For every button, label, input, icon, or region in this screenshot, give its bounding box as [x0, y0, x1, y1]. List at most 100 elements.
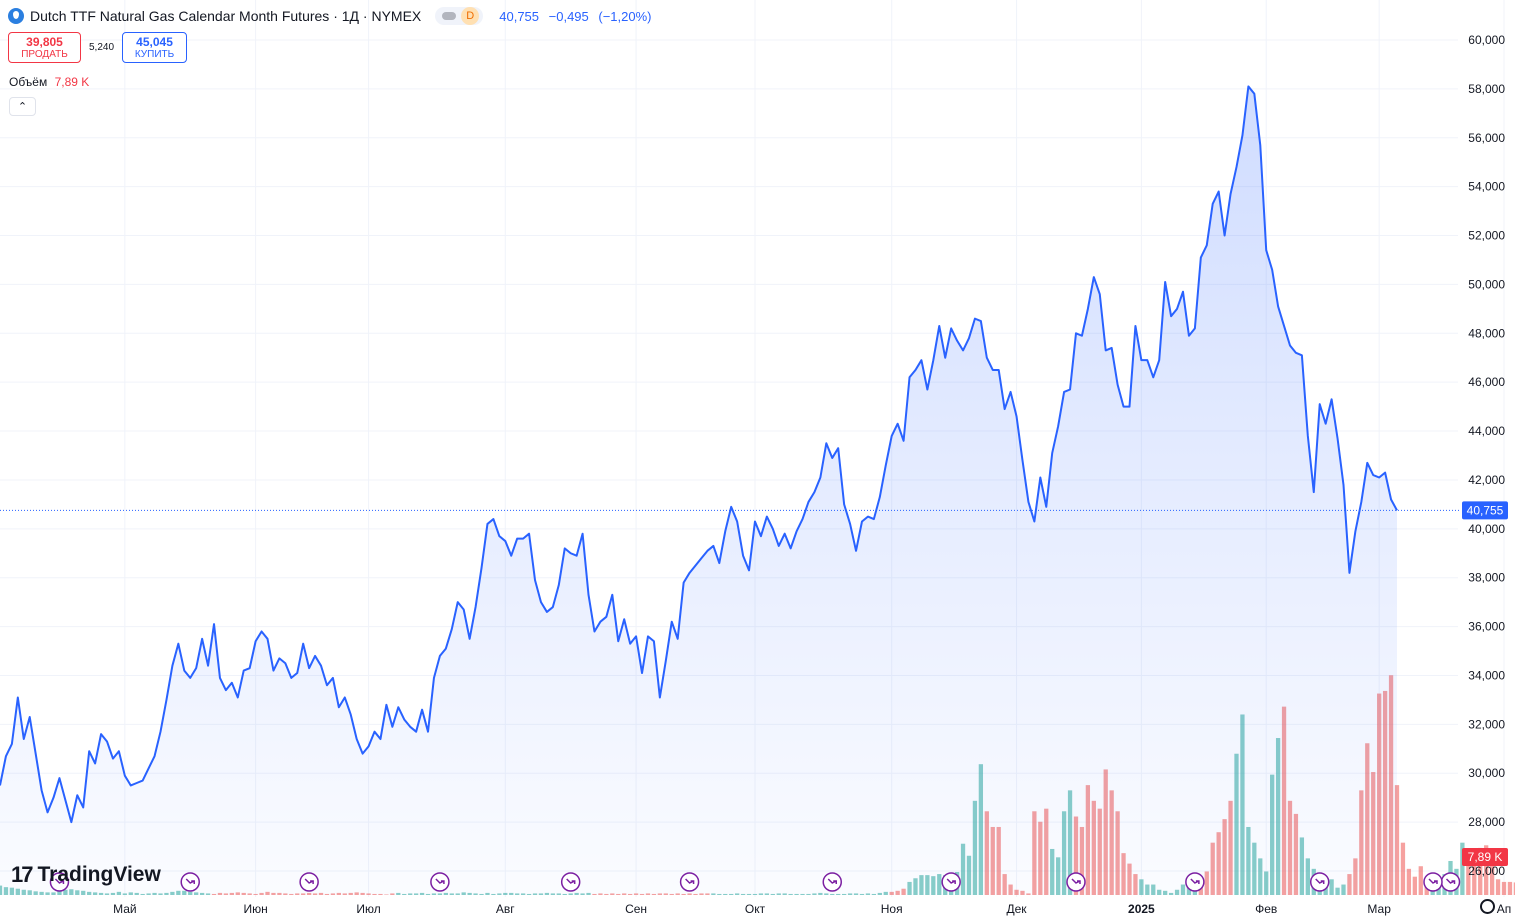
area-fill — [0, 86, 1397, 895]
x-tick-label: 2025 — [1128, 902, 1155, 916]
x-tick-label: Авг — [496, 902, 515, 916]
x-tick-label: Сен — [625, 902, 647, 916]
gear-icon[interactable] — [1480, 899, 1495, 914]
y-tick-label: 42,000 — [1468, 473, 1505, 487]
status-pill[interactable]: D — [435, 7, 484, 25]
volume-bar — [1418, 866, 1423, 895]
last-price: 40,755 — [499, 8, 540, 24]
arrow-event-icon[interactable] — [1309, 872, 1330, 892]
sell-button[interactable]: 39,805 ПРОДАТЬ — [8, 32, 81, 63]
arrow-event-icon[interactable] — [560, 872, 581, 892]
volume-bar — [1501, 881, 1507, 895]
x-tick-label: Июл — [356, 902, 380, 916]
volume-bar — [1400, 842, 1406, 895]
arrow-event-icon[interactable] — [49, 872, 70, 892]
volume-bar — [1466, 858, 1471, 895]
symbol-title[interactable]: Dutch TTF Natural Gas Calendar Month Fut… — [30, 8, 422, 24]
y-tick-label: 50,000 — [1468, 277, 1505, 291]
y-tick-label: 48,000 — [1468, 326, 1505, 340]
toggle-icon — [442, 12, 457, 20]
buy-label: КУПИТЬ — [134, 49, 175, 60]
volume-bar — [1513, 882, 1515, 895]
delayed-badge: D — [461, 7, 480, 25]
volume-legend[interactable]: Объём 7,89 K — [9, 75, 89, 89]
arrow-event-icon[interactable] — [1423, 872, 1443, 892]
volume-bar — [1406, 868, 1412, 895]
x-tick-label: Фев — [1255, 902, 1277, 916]
arrow-event-icon[interactable] — [822, 872, 843, 892]
price-line — [0, 85, 1398, 824]
tradingview-logo[interactable]: 17 TradingView — [11, 862, 161, 888]
arrow-event-icon[interactable] — [180, 872, 200, 892]
y-tick-label: 38,000 — [1468, 571, 1505, 585]
arrow-event-icon[interactable] — [1066, 872, 1086, 892]
event-arrow — [685, 878, 695, 884]
volume-bar — [1424, 884, 1429, 895]
arrow-event-icon[interactable] — [299, 872, 319, 892]
volume-bar — [1507, 881, 1513, 895]
arrow-event-icon[interactable] — [430, 872, 450, 892]
logo-text: TradingView — [37, 863, 161, 886]
last-price-tag-text: 40,755 — [1467, 503, 1504, 517]
event-markers[interactable] — [49, 872, 1461, 892]
x-tick-label: Окт — [745, 902, 766, 916]
event-arrow — [1071, 878, 1081, 884]
y-tick-label: 34,000 — [1468, 668, 1505, 682]
event-arrow — [435, 878, 445, 884]
event-arrow — [1445, 878, 1456, 884]
arrow-event-icon[interactable] — [679, 872, 700, 892]
volume-bar — [1460, 842, 1465, 895]
y-tick-label: 36,000 — [1468, 620, 1505, 634]
event-arrow — [54, 878, 65, 884]
event-arrow — [566, 878, 576, 884]
sell-price: 39,805 — [26, 35, 63, 49]
buy-button[interactable]: 45,045 КУПИТЬ — [122, 32, 188, 63]
event-arrow — [304, 878, 314, 884]
y-tick-label: 60,000 — [1468, 33, 1505, 47]
price-change-pct: (−1,20%) — [598, 8, 652, 24]
quote: 40,755 −0,495 (−1,20%) — [499, 9, 657, 24]
arrow-event-icon[interactable] — [1440, 872, 1461, 892]
buy-price: 45,045 — [136, 35, 173, 49]
x-tick-label: Дек — [1007, 902, 1028, 916]
chevron-up-icon[interactable]: ⌃ — [9, 97, 36, 116]
event-arrow — [827, 878, 838, 884]
y-tick-label: 40,000 — [1468, 522, 1505, 536]
event-arrow — [1190, 878, 1200, 884]
x-tick-label: Май — [113, 902, 137, 916]
volume-bar — [1495, 879, 1501, 895]
price-area — [0, 85, 1460, 895]
volume-value: 7,89 K — [54, 75, 90, 89]
volume-bar — [1436, 885, 1441, 895]
y-tick-label: 46,000 — [1468, 375, 1505, 389]
volume-label: Объём — [9, 75, 48, 89]
y-tick-label: 44,000 — [1468, 424, 1505, 438]
chart-header: Dutch TTF Natural Gas Calendar Month Fut… — [8, 6, 658, 26]
event-arrow — [185, 878, 195, 884]
logo-mark: 17 — [11, 862, 34, 887]
y-tick-label: 32,000 — [1468, 717, 1505, 731]
volume-bar — [1472, 863, 1477, 895]
x-tick-label: Мар — [1367, 902, 1391, 916]
time-axis[interactable]: Май Июн Июл Авг Сен Окт Ноя Дек 2025 Фев Мар Ап — [113, 902, 1511, 916]
sell-label: ПРОДАТЬ — [21, 49, 68, 60]
arrow-event-icon[interactable] — [941, 872, 961, 892]
event-arrow — [1315, 878, 1325, 884]
volume-tag — [1462, 848, 1508, 866]
volume-tag-text: 7,89 K — [1468, 850, 1503, 864]
y-tick-label: 52,000 — [1468, 229, 1505, 243]
price-axis[interactable]: 60,000 58,000 56,000 54,000 52,000 50,000 48,0… — [1462, 33, 1508, 878]
volume-bar — [1412, 876, 1417, 895]
volume-bar — [1484, 845, 1489, 895]
x-tick-label: Июн — [243, 902, 267, 916]
volume-bar — [1430, 888, 1435, 895]
price-change: −0,495 — [548, 8, 589, 24]
trade-panel: 39,805 ПРОДАТЬ 5,240 45,045 КУПИТЬ — [8, 32, 188, 63]
event-arrow — [1428, 878, 1438, 884]
x-tick-label: Ноя — [881, 902, 903, 916]
volume-bar — [1489, 863, 1495, 895]
spread-value: 5,240 — [89, 42, 115, 53]
x-tick-label: Ап — [1497, 902, 1512, 916]
arrow-event-icon[interactable] — [1185, 872, 1205, 892]
